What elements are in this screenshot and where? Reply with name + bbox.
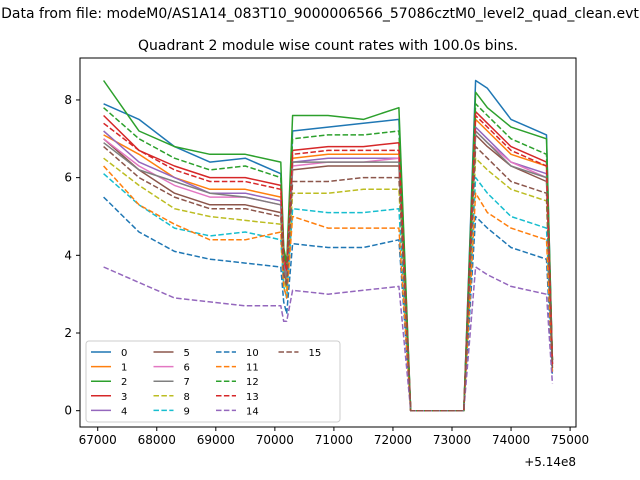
x-tick-label: 74000: [492, 433, 530, 447]
legend-label-4: 4: [121, 406, 127, 417]
x-tick-label: 70000: [256, 433, 294, 447]
legend-label-9: 9: [184, 406, 190, 417]
series-layer: [102, 79, 554, 412]
x-tick-label: 67000: [79, 433, 117, 447]
series-line-5: [103, 134, 554, 412]
series-line-10: [103, 196, 554, 412]
legend-label-6: 6: [184, 363, 190, 374]
series-line-2: [102, 80, 554, 412]
legend-label-7: 7: [184, 377, 190, 388]
x-tick-label: 73000: [433, 433, 471, 447]
x-tick-label: 69000: [197, 433, 235, 447]
chart-title: Quadrant 2 module wise count rates with …: [138, 38, 518, 54]
legend-label-8: 8: [184, 392, 190, 403]
series-line-0: [103, 79, 554, 412]
series-line-13: [103, 114, 554, 412]
series-line-9: [103, 173, 554, 412]
legend-box: [85, 340, 341, 423]
y-tick-label: 6: [64, 171, 72, 185]
plot-area: 67000 68000 69000 70000 71000 72000 73000 74000…: [64, 57, 589, 469]
legend-label-11: 11: [246, 363, 259, 374]
x-axis: 67000 68000 69000 70000 71000 72000 73000 74000…: [79, 427, 589, 447]
axes-frame: [79, 57, 577, 428]
series-line-12: [103, 103, 554, 412]
series-line-8: [103, 157, 554, 412]
legend-label-2: 2: [121, 377, 127, 388]
legend-label-3: 3: [121, 392, 127, 403]
x-tick-label: 71000: [315, 433, 353, 447]
legend-label-10: 10: [246, 348, 259, 359]
legend-label-0: 0: [121, 348, 127, 359]
series-line-15: [103, 145, 554, 412]
y-tick-label: 8: [64, 93, 72, 107]
legend-label-5: 5: [184, 348, 190, 359]
series-line-1: [103, 118, 554, 412]
x-tick-label: 75000: [551, 433, 589, 447]
x-offset-label: +5.14e8: [524, 455, 576, 469]
y-tick-label: 4: [64, 248, 72, 262]
x-tick-label: 68000: [138, 433, 176, 447]
series-line-7: [103, 130, 554, 412]
legend-label-1: 1: [121, 363, 127, 374]
legend-label-15: 15: [309, 348, 322, 359]
y-axis: 0 2 4 6 8: [64, 93, 80, 418]
series-line-3: [103, 110, 554, 412]
series-line-14: [103, 266, 554, 412]
y-tick-label: 2: [64, 326, 72, 340]
series-line-11: [103, 165, 554, 412]
legend-label-12: 12: [246, 377, 259, 388]
chart-suptitle: Data from file: modeM0/AS1A14_083T10_900…: [1, 6, 639, 22]
y-tick-label: 0: [64, 404, 72, 418]
legend-label-14: 14: [246, 406, 259, 417]
legend-label-13: 13: [246, 392, 259, 403]
x-tick-label: 72000: [374, 433, 412, 447]
